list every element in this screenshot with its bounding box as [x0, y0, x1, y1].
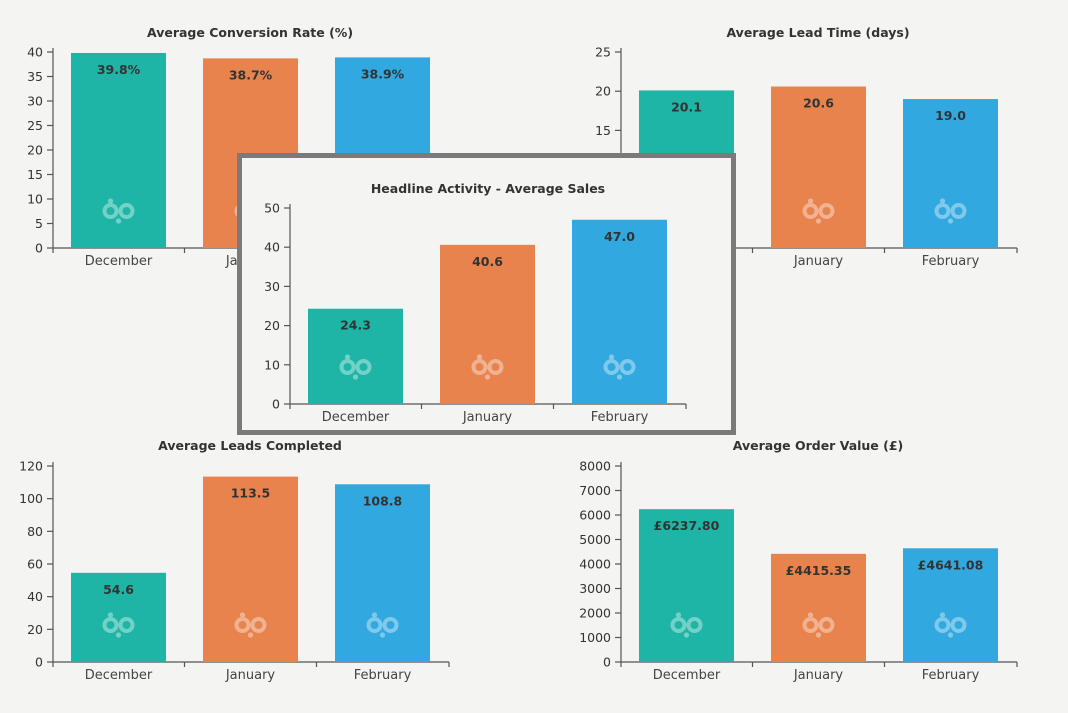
data-label: 54.6 [103, 582, 134, 597]
category-label: January [462, 410, 513, 425]
y-tick-label: 10 [27, 192, 43, 207]
y-tick-label: 60 [27, 557, 43, 572]
y-tick-label: 0 [603, 655, 611, 670]
bar-chart-2: Average Leads Completed 0 20 40 60 80 100 120 54… [19, 438, 450, 683]
bar-february [572, 219, 667, 404]
data-label: 38.9% [361, 66, 405, 81]
category-label: December [322, 410, 390, 425]
data-label: 113.5 [231, 486, 271, 501]
bar-february [903, 548, 998, 662]
bar-chart-4: Headline Activity - Average Sales 0 10 20 30… [264, 181, 687, 425]
bp-logo-icon [102, 198, 135, 224]
bp-logo-icon [339, 354, 372, 380]
data-label: 19.0 [935, 108, 966, 123]
category-label: December [85, 668, 153, 683]
category-label: February [922, 254, 980, 269]
category-label: December [85, 254, 153, 269]
category-label: January [793, 254, 844, 269]
y-tick-label: 120 [19, 459, 43, 474]
data-label: 40.6 [472, 254, 503, 269]
y-tick-label: 4000 [579, 557, 611, 572]
bp-logo-icon [234, 612, 267, 638]
chart-title: Average Leads Completed [158, 438, 342, 453]
bar-january [771, 553, 866, 662]
y-tick-label: 8000 [579, 459, 611, 474]
y-tick-label: 15 [27, 167, 43, 182]
y-tick-label: 20 [27, 143, 43, 158]
y-tick-label: 0 [35, 655, 43, 670]
bar-december [71, 572, 166, 662]
y-tick-label: 20 [27, 622, 43, 637]
y-tick-label: 100 [19, 491, 43, 506]
data-label: 47.0 [604, 229, 635, 244]
bar-december [308, 308, 403, 404]
y-tick-label: 0 [35, 241, 43, 256]
bp-logo-icon [603, 354, 636, 380]
chart-title: Average Order Value (£) [733, 438, 904, 453]
bp-logo-icon [934, 612, 967, 638]
y-tick-label: 40 [264, 240, 280, 255]
data-label: 39.8% [97, 62, 141, 77]
data-label: £4641.08 [918, 557, 984, 572]
y-tick-label: 5 [35, 216, 43, 231]
category-label: January [225, 668, 276, 683]
bp-logo-icon [802, 198, 835, 224]
data-label: £6237.80 [654, 518, 720, 533]
bar-january [203, 476, 298, 662]
bp-logo-icon [471, 354, 504, 380]
category-label: December [653, 668, 721, 683]
y-tick-label: 35 [27, 69, 43, 84]
bar-february [903, 99, 998, 248]
y-tick-label: 40 [27, 45, 43, 60]
data-label: £4415.35 [786, 563, 852, 578]
bp-logo-icon [366, 612, 399, 638]
data-label: 20.1 [671, 99, 702, 114]
bar-december [71, 52, 166, 249]
bar-february [335, 484, 430, 662]
y-tick-label: 30 [27, 94, 43, 109]
y-tick-label: 80 [27, 524, 43, 539]
bp-logo-icon [670, 612, 703, 638]
category-label: February [922, 668, 980, 683]
y-tick-label: 6000 [579, 508, 611, 523]
y-tick-label: 15 [595, 123, 611, 138]
y-tick-label: 2000 [579, 606, 611, 621]
y-tick-label: 40 [27, 589, 43, 604]
y-tick-label: 5000 [579, 532, 611, 547]
data-label: 24.3 [340, 318, 371, 333]
bp-logo-icon [802, 612, 835, 638]
chart-title: Headline Activity - Average Sales [371, 181, 605, 196]
bp-logo-icon [934, 198, 967, 224]
category-label: February [591, 410, 649, 425]
y-tick-label: 7000 [579, 483, 611, 498]
data-label: 108.8 [363, 493, 403, 508]
bar-december [639, 509, 734, 662]
y-tick-label: 0 [272, 397, 280, 412]
chart-title: Average Conversion Rate (%) [147, 25, 353, 40]
y-tick-label: 20 [595, 84, 611, 99]
bar-january [771, 86, 866, 248]
y-tick-label: 20 [264, 318, 280, 333]
y-tick-label: 10 [264, 357, 280, 372]
y-tick-label: 50 [264, 201, 280, 216]
category-label: February [354, 668, 412, 683]
y-tick-label: 25 [27, 118, 43, 133]
data-label: 38.7% [229, 67, 273, 82]
bar-january [440, 244, 535, 404]
data-label: 20.6 [803, 95, 834, 110]
y-tick-label: 25 [595, 45, 611, 60]
y-tick-label: 1000 [579, 630, 611, 645]
y-tick-label: 3000 [579, 581, 611, 596]
y-tick-label: 30 [264, 279, 280, 294]
bp-logo-icon [102, 612, 135, 638]
bar-chart-3: Average Order Value (£) 0 1000 2000 3000 4000… [579, 438, 1018, 683]
chart-title: Average Lead Time (days) [726, 25, 909, 40]
category-label: January [793, 668, 844, 683]
